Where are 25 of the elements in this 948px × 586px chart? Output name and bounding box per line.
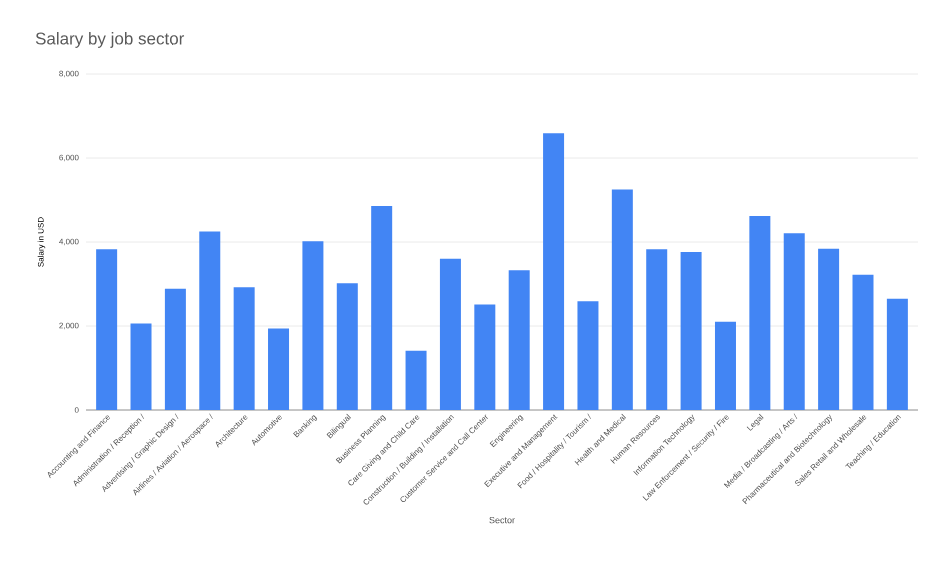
bar — [852, 274, 874, 410]
bar — [818, 248, 840, 410]
bar — [302, 241, 324, 410]
bar — [680, 252, 702, 410]
bar — [199, 231, 221, 410]
bar — [268, 328, 290, 410]
bar — [405, 350, 427, 410]
bar — [96, 249, 118, 410]
bar — [543, 133, 565, 410]
bar — [371, 205, 393, 410]
bar — [783, 233, 805, 410]
chart-title: Salary by job sector — [35, 32, 185, 48]
bar — [233, 287, 255, 410]
bar — [577, 301, 599, 410]
bar — [749, 215, 771, 410]
bar — [611, 189, 633, 410]
bar — [714, 321, 736, 410]
bar — [886, 298, 908, 410]
bar — [646, 249, 668, 410]
bar — [130, 323, 152, 410]
bar — [336, 283, 358, 410]
bar — [439, 258, 461, 410]
bar — [164, 288, 186, 410]
bar — [508, 270, 530, 410]
bar — [474, 304, 496, 410]
